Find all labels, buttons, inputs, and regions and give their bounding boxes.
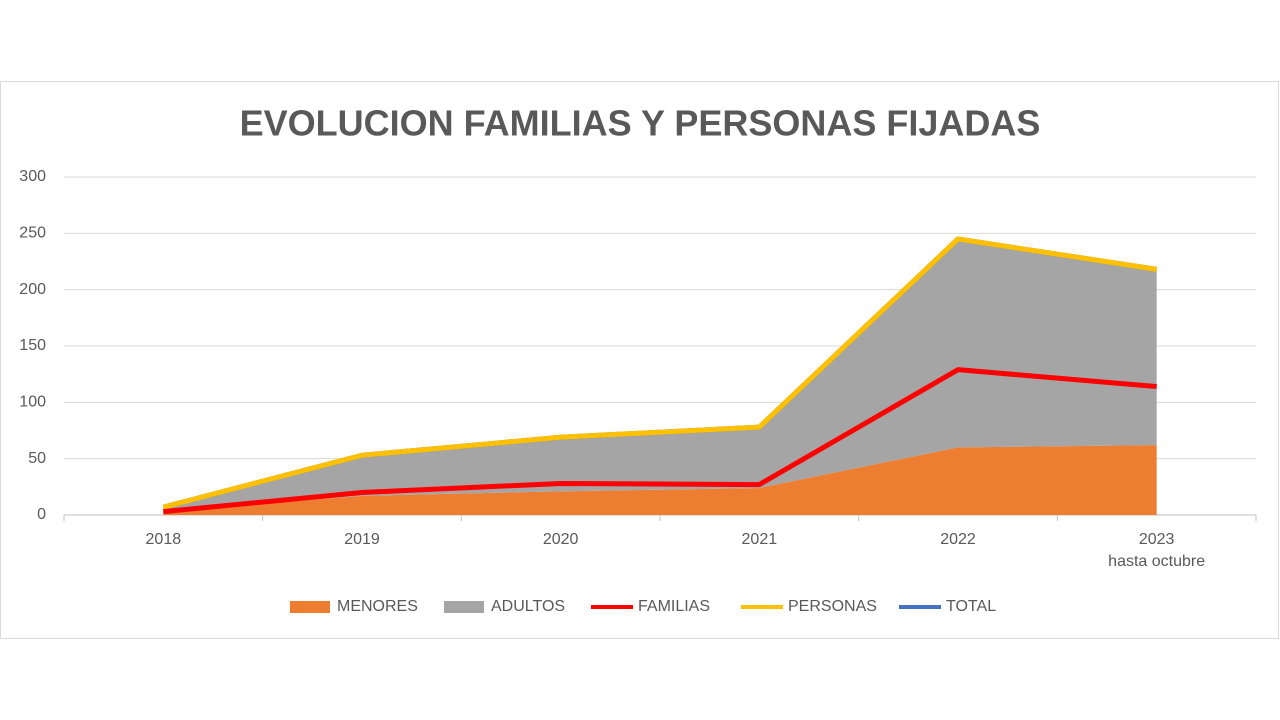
x-tick-label: 2022 bbox=[940, 531, 976, 548]
x-tick-label: 2023 hasta octubre bbox=[1108, 531, 1206, 570]
y-tick-label: 250 bbox=[19, 225, 46, 242]
legend-label: ADULTOS bbox=[491, 598, 565, 615]
legend-label: PERSONAS bbox=[788, 598, 877, 615]
y-tick-label: 150 bbox=[19, 337, 46, 354]
line bbox=[162, 236, 1158, 510]
chart-title: EVOLUCION FAMILIAS Y PERSONAS FIJADAS bbox=[240, 103, 1041, 144]
x-tick-label: 2019 bbox=[344, 531, 380, 548]
legend-label: TOTAL bbox=[946, 598, 996, 615]
x-tick-label: 2018 bbox=[145, 531, 182, 548]
legend-label: MENORES bbox=[337, 598, 418, 615]
y-tick-label: 50 bbox=[28, 450, 46, 467]
area bbox=[163, 238, 1157, 512]
line bbox=[163, 367, 1157, 515]
area bbox=[163, 445, 1157, 515]
y-tick-label: 300 bbox=[19, 168, 46, 185]
y-tick-label: 200 bbox=[19, 281, 46, 298]
legend-label: FAMILIAS bbox=[638, 598, 710, 615]
legend-swatch bbox=[290, 601, 330, 613]
y-tick-label: 0 bbox=[37, 506, 46, 523]
x-tick-label: 2020 bbox=[542, 531, 579, 548]
y-tick-label: 100 bbox=[19, 394, 46, 411]
x-tick-label: 2021 bbox=[741, 531, 778, 548]
legend-swatch bbox=[444, 601, 484, 613]
